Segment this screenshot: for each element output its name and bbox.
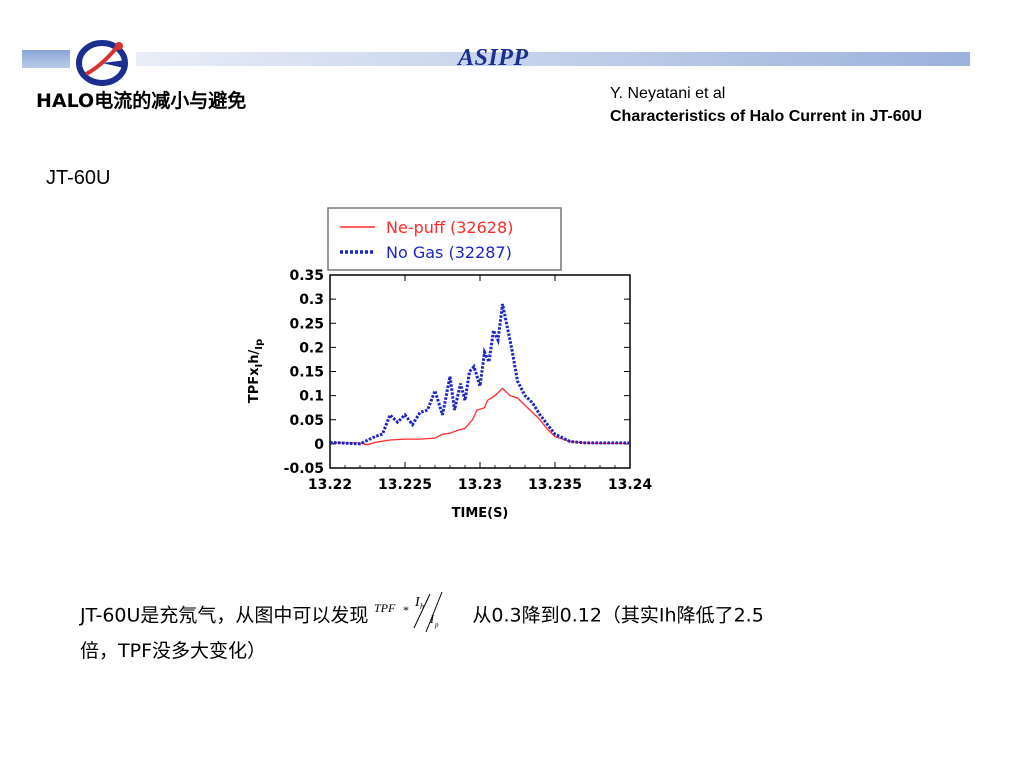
formula-denominator: I: [429, 612, 435, 626]
caption-text-after: 从0.3降到0.12（其实Ih降低了2.5: [472, 604, 764, 627]
y-tick-label: 0.05: [289, 413, 324, 429]
caption: JT-60U是充氖气，从图中可以发现 TPF * I h I p 从0.3降到0…: [80, 591, 960, 665]
legend-label-no-gas: No Gas (32287): [386, 243, 512, 262]
y-tick-label: 0.2: [299, 340, 324, 356]
tpf-formula: TPF * I h I p: [374, 591, 443, 633]
y-tick-label: 0: [314, 437, 324, 453]
formula-denominator-sub: p: [434, 621, 439, 629]
x-tick-label: 13.235: [528, 477, 582, 493]
y-tick-label: -0.05: [284, 461, 324, 477]
caption-line-1: JT-60U是充氖气，从图中可以发现 TPF * I h I p 从0.3降到0…: [80, 591, 960, 638]
chart-legend: Ne-puff (32628) No Gas (32287): [327, 207, 562, 271]
header-band-right: [136, 52, 970, 66]
header-band-left: [22, 50, 70, 68]
series-line-no-gas: [329, 303, 630, 446]
formula-slash-long: [425, 591, 443, 633]
plot-series: [329, 303, 630, 446]
halo-current-chart: Ne-puff (32628) No Gas (32287) 13.22 13.2…: [247, 207, 653, 521]
reference-author: Y. Neyatani et al: [610, 85, 726, 102]
caption-line-2: 倍，TPF没多大变化）: [80, 640, 266, 662]
legend-box: [327, 207, 562, 271]
slide-title: HALO电流的减小与避免: [36, 90, 247, 112]
x-tick-label: 13.23: [458, 477, 502, 493]
y-axis-label: TPFxIh/Ip: [247, 339, 265, 403]
asipp-logo-icon: [76, 40, 128, 86]
y-tick-label: 0.1: [299, 389, 324, 405]
axis-ticks: 13.22 13.225 13.23 13.235 13.24 0.35 0.3 0.25 0.…: [284, 268, 653, 493]
y-tick-label: 0.15: [289, 365, 324, 381]
machine-label: JT-60U: [46, 167, 111, 189]
x-tick-label: 13.225: [378, 477, 432, 493]
brand-name: ASIPP: [458, 45, 529, 71]
y-tick-label: 0.3: [299, 292, 324, 308]
legend-label-ne-puff: Ne-puff (32628): [386, 218, 513, 237]
formula-slash: [413, 593, 431, 629]
reference-title: Characteristics of Halo Current in JT-60…: [610, 108, 923, 125]
x-tick-label: 13.22: [308, 477, 352, 493]
formula-prefix: TPF: [374, 601, 396, 615]
formula-operator: *: [403, 603, 409, 617]
series-line-ne-puff: [330, 387, 630, 446]
formula-numerator: I: [414, 595, 421, 610]
y-tick-label: 0.35: [289, 268, 324, 284]
caption-text-before: JT-60U是充氖气，从图中可以发现: [80, 604, 369, 627]
plot-frame: [329, 274, 631, 469]
formula-numerator-sub: h: [420, 602, 424, 611]
y-tick-label: 0.25: [289, 316, 324, 332]
x-tick-label: 13.24: [608, 477, 653, 493]
x-axis-label: TIME(S): [452, 506, 509, 521]
